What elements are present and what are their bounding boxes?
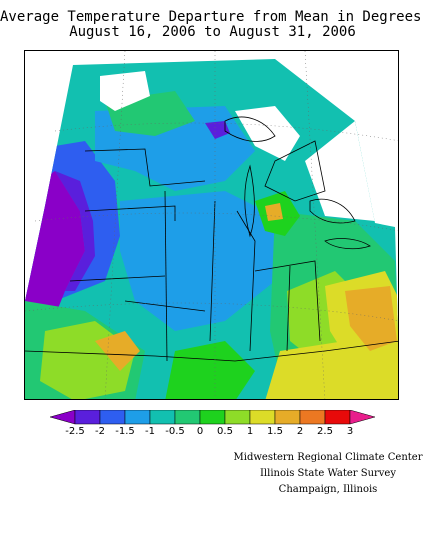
legend-tick-label: -2 [95,426,105,437]
color-legend [49,410,376,425]
legend-tick-label: 0 [196,426,204,437]
credit-line3: Champaign, Illinois [278,484,378,495]
legend-swatch [274,410,301,425]
legend-tick-label: 0.5 [217,426,233,437]
legend-swatch [99,410,126,425]
graticule [25,51,398,399]
legend-tick-label: -1 [145,426,155,437]
temperature-departure-map [24,50,399,400]
legend-tick-label: 1.5 [267,426,283,437]
map-title-line1: Average Temperature Departure from Mean … [0,9,425,25]
legend-swatch [224,410,251,425]
legend-swatch [149,410,176,425]
state-boundaries [25,116,398,362]
credit-line1: Midwestern Regional Climate Center [233,452,423,463]
legend-tick-label: 1 [246,426,254,437]
legend-tick-label: -1.5 [115,426,135,437]
legend-arrow-high [349,410,376,425]
legend-tick-label: -0.5 [165,426,185,437]
legend-swatch [174,410,201,425]
legend-tick-label: -2.5 [65,426,85,437]
legend-swatch [199,410,226,425]
temperature-field [25,59,398,399]
legend-tick-label: 2 [296,426,304,437]
legend-swatch [324,410,351,425]
legend-tick-label: 3 [346,426,354,437]
legend-swatch [74,410,101,425]
legend-arrow-low [49,410,76,425]
legend-swatch [124,410,151,425]
legend-swatch [299,410,326,425]
legend-tick-label: 2.5 [317,426,333,437]
legend-swatch [249,410,276,425]
map-title-line2: August 16, 2006 to August 31, 2006 [69,24,356,40]
credit-line2: Illinois State Water Survey [259,468,396,479]
map-svg [25,51,398,399]
